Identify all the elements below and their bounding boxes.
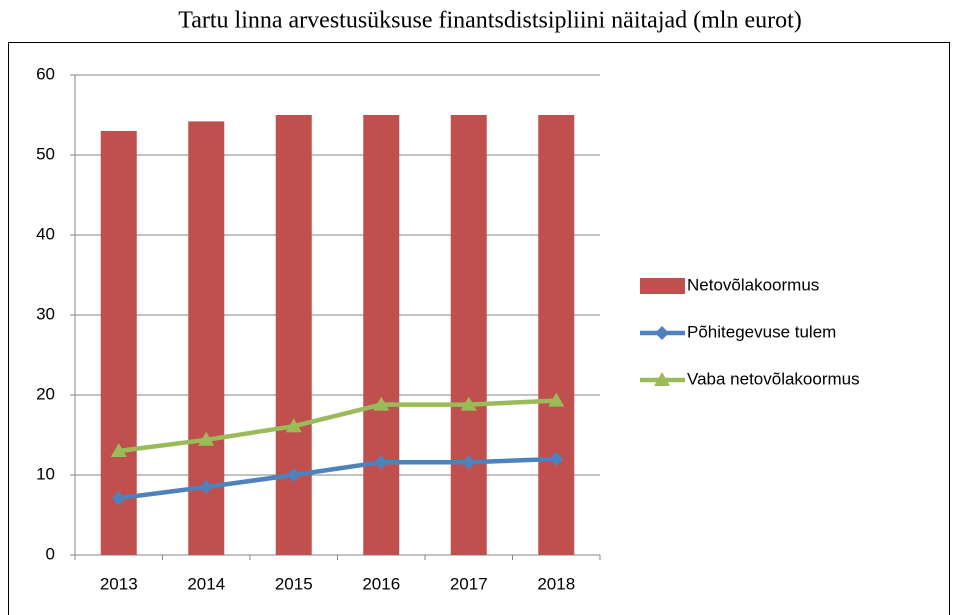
marker <box>198 431 215 446</box>
marker <box>199 480 214 494</box>
line <box>118 456 557 501</box>
bar <box>450 115 487 555</box>
chart-title: Tartu linna arvestusüksuse finantsdistsi… <box>178 8 802 34</box>
y-tick-label: 60 <box>36 64 55 83</box>
marker <box>286 468 301 482</box>
marker <box>460 396 477 411</box>
marker <box>285 418 302 433</box>
bar <box>100 131 137 555</box>
bar <box>538 115 575 555</box>
y-tick-label: 40 <box>36 224 55 243</box>
y-tick-label: 20 <box>36 384 55 403</box>
marker <box>110 443 127 457</box>
marker <box>549 452 564 466</box>
x-tick-label: 2018 <box>537 574 575 593</box>
y-tick-label: 50 <box>36 144 55 163</box>
marker <box>461 455 476 470</box>
y-tick-label: 30 <box>36 304 55 323</box>
bar <box>363 115 400 555</box>
legend-label: Põhitegevuse tulem <box>687 322 836 341</box>
legend-marker <box>654 372 670 386</box>
x-tick-label: 2015 <box>275 574 313 593</box>
legend-label: Netovõlakoormus <box>687 275 819 294</box>
marker <box>111 491 126 506</box>
bar <box>275 115 312 555</box>
x-tick-label: 2017 <box>450 574 488 593</box>
marker <box>373 396 390 411</box>
marker <box>374 455 389 470</box>
line <box>118 398 557 454</box>
legend-label: Vaba netovõlakoormus <box>687 369 860 388</box>
legend-swatch <box>640 278 685 294</box>
marker <box>548 392 565 407</box>
legend-marker <box>655 326 669 340</box>
chart-border <box>8 42 950 615</box>
y-tick-label: 0 <box>46 544 55 563</box>
y-tick-label: 10 <box>36 464 55 483</box>
x-tick-label: 2013 <box>100 574 138 593</box>
x-tick-label: 2016 <box>362 574 400 593</box>
x-tick-label: 2014 <box>187 574 225 593</box>
